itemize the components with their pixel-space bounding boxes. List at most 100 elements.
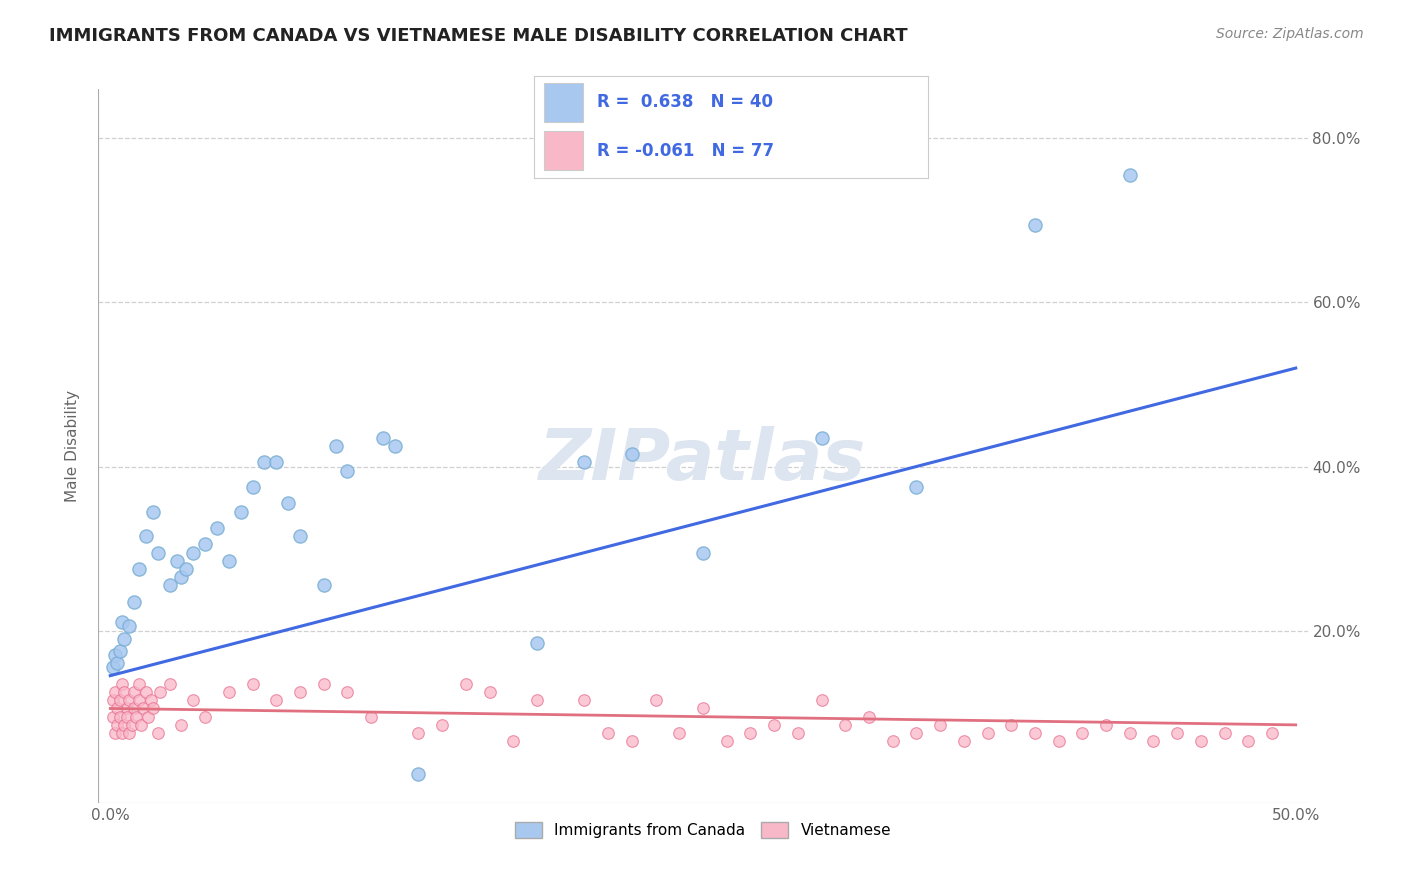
- Point: [905, 726, 928, 740]
- Point: [810, 431, 832, 445]
- FancyBboxPatch shape: [544, 131, 583, 170]
- Point: [166, 554, 188, 568]
- Point: [1237, 734, 1260, 748]
- Point: [108, 709, 131, 723]
- Point: [312, 578, 335, 592]
- Point: [264, 455, 287, 469]
- Point: [360, 709, 382, 723]
- Point: [526, 693, 548, 707]
- Point: [858, 709, 880, 723]
- Point: [620, 734, 643, 748]
- Text: Source: ZipAtlas.com: Source: ZipAtlas.com: [1216, 27, 1364, 41]
- Point: [288, 529, 311, 543]
- Point: [408, 726, 430, 740]
- FancyBboxPatch shape: [544, 83, 583, 122]
- Point: [432, 718, 454, 732]
- Point: [132, 701, 155, 715]
- Point: [325, 439, 347, 453]
- Point: [277, 496, 299, 510]
- Legend: Immigrants from Canada, Vietnamese: Immigrants from Canada, Vietnamese: [515, 822, 891, 838]
- Point: [108, 644, 131, 658]
- Point: [1261, 726, 1284, 740]
- Point: [122, 685, 145, 699]
- Point: [149, 685, 172, 699]
- Point: [1047, 734, 1070, 748]
- Point: [118, 619, 141, 633]
- Point: [104, 685, 127, 699]
- Point: [122, 595, 145, 609]
- Point: [105, 718, 128, 732]
- Point: [194, 709, 217, 723]
- Point: [115, 701, 138, 715]
- Point: [146, 546, 169, 560]
- Point: [253, 455, 276, 469]
- Point: [1142, 734, 1164, 748]
- Point: [118, 726, 141, 740]
- Point: [170, 718, 193, 732]
- Point: [142, 505, 165, 519]
- Point: [574, 455, 596, 469]
- Point: [786, 726, 808, 740]
- Point: [408, 767, 430, 781]
- Point: [128, 693, 150, 707]
- Text: ZIPatlas: ZIPatlas: [540, 425, 866, 495]
- Point: [620, 447, 643, 461]
- Text: IMMIGRANTS FROM CANADA VS VIETNAMESE MALE DISABILITY CORRELATION CHART: IMMIGRANTS FROM CANADA VS VIETNAMESE MAL…: [49, 27, 908, 45]
- Point: [264, 693, 287, 707]
- Point: [288, 685, 311, 699]
- Point: [1024, 726, 1046, 740]
- Point: [115, 709, 138, 723]
- Point: [1213, 726, 1236, 740]
- Point: [905, 480, 928, 494]
- Point: [114, 632, 136, 646]
- Point: [644, 693, 666, 707]
- Point: [129, 718, 152, 732]
- Point: [136, 709, 159, 723]
- Point: [371, 431, 394, 445]
- Point: [142, 701, 165, 715]
- Point: [104, 726, 127, 740]
- Point: [526, 636, 548, 650]
- Point: [121, 718, 143, 732]
- Point: [229, 505, 252, 519]
- Point: [502, 734, 524, 748]
- Point: [929, 718, 952, 732]
- Point: [1119, 169, 1142, 183]
- Point: [692, 701, 714, 715]
- Point: [1095, 718, 1118, 732]
- Point: [105, 657, 128, 671]
- Point: [122, 701, 145, 715]
- Point: [174, 562, 197, 576]
- Point: [128, 562, 150, 576]
- Point: [1166, 726, 1188, 740]
- Point: [114, 685, 136, 699]
- Point: [1000, 718, 1022, 732]
- Point: [128, 677, 150, 691]
- Point: [574, 693, 596, 707]
- Point: [598, 726, 620, 740]
- Point: [108, 693, 131, 707]
- Y-axis label: Male Disability: Male Disability: [65, 390, 80, 502]
- Point: [763, 718, 786, 732]
- Point: [135, 685, 157, 699]
- Point: [139, 693, 162, 707]
- Point: [1119, 726, 1142, 740]
- Point: [194, 537, 217, 551]
- Point: [218, 685, 240, 699]
- Point: [101, 709, 124, 723]
- Point: [454, 677, 477, 691]
- Point: [242, 677, 264, 691]
- Point: [478, 685, 501, 699]
- Point: [105, 701, 128, 715]
- Point: [101, 660, 124, 674]
- Point: [384, 439, 406, 453]
- Point: [692, 546, 714, 560]
- Point: [170, 570, 193, 584]
- Point: [114, 718, 136, 732]
- Point: [159, 677, 181, 691]
- Point: [218, 554, 240, 568]
- Point: [135, 529, 157, 543]
- Point: [312, 677, 335, 691]
- Point: [159, 578, 181, 592]
- Point: [111, 615, 134, 630]
